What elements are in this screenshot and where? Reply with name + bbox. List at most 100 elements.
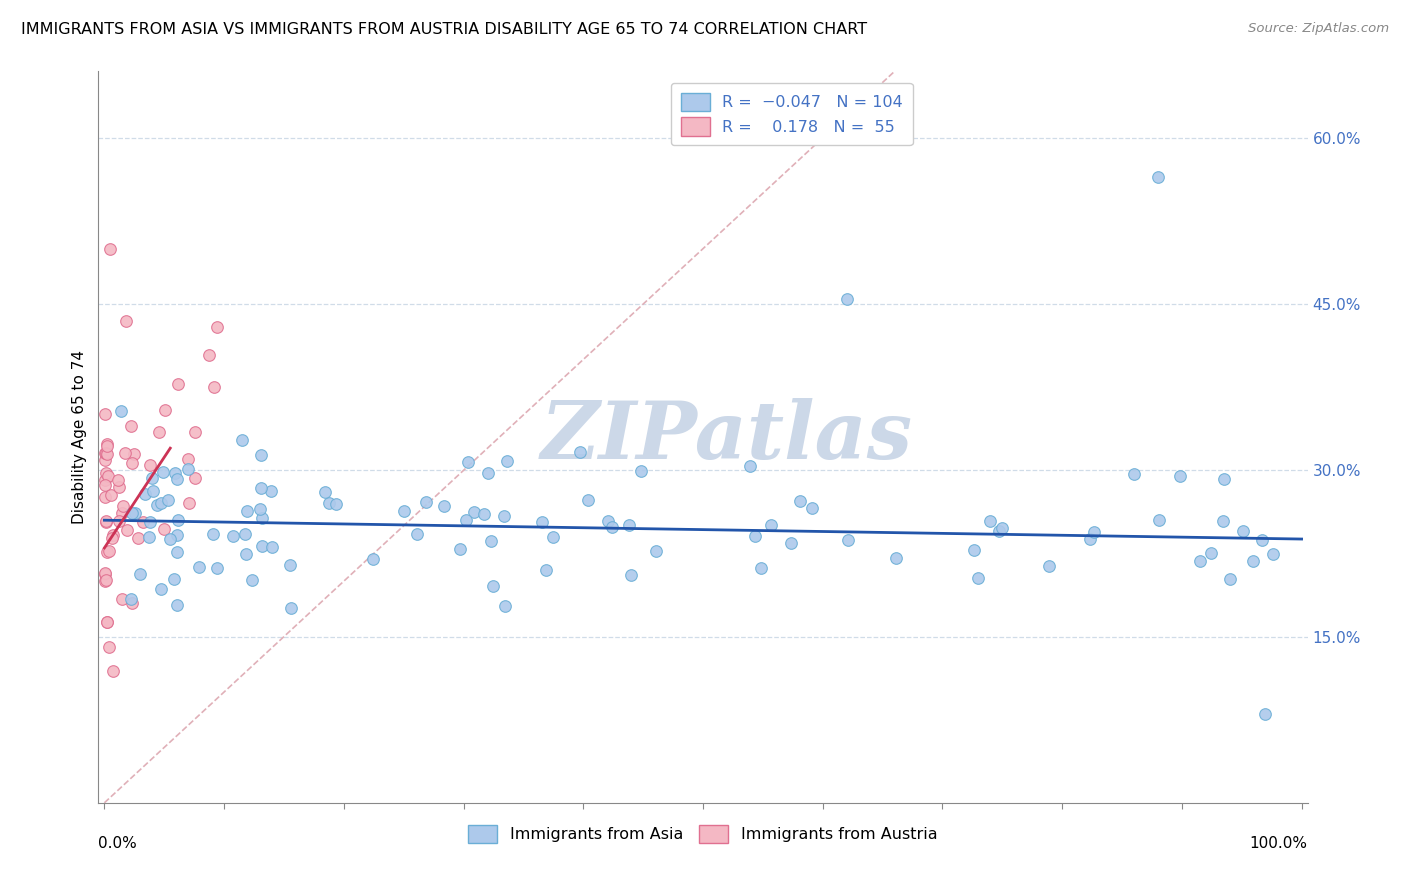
Point (1147, 169, 1170, 184)
Point (205, 561, 228, 575)
Point (94, 446, 117, 460)
Point (325, 497, 347, 511)
Point (122, 447, 145, 461)
Point (202, 526, 225, 541)
Point (166, 377, 188, 392)
Point (262, 540, 284, 554)
Point (530, 515, 553, 529)
Point (100, 488, 122, 502)
Point (121, 596, 143, 610)
Point (176, 462, 198, 476)
Point (235, 504, 257, 518)
Point (94, 477, 117, 491)
Point (457, 455, 479, 469)
Point (789, 494, 811, 508)
Point (184, 425, 207, 439)
Point (115, 314, 138, 328)
Point (884, 551, 907, 566)
Point (260, 484, 283, 499)
Point (148, 425, 170, 440)
Point (620, 567, 643, 582)
Point (96, 545, 118, 559)
Point (111, 591, 134, 606)
Point (202, 380, 225, 394)
Point (449, 541, 471, 556)
Point (110, 404, 132, 418)
Point (979, 514, 1001, 528)
Point (94, 516, 117, 530)
Point (127, 532, 149, 546)
Point (166, 598, 188, 612)
Point (96, 466, 118, 480)
Point (835, 292, 858, 306)
Point (177, 451, 200, 466)
Y-axis label: Disability Age 65 to 74: Disability Age 65 to 74 (72, 350, 87, 524)
Point (967, 571, 990, 585)
Text: IMMIGRANTS FROM ASIA VS IMMIGRANTS FROM AUSTRIA DISABILITY AGE 65 TO 74 CORRELAT: IMMIGRANTS FROM ASIA VS IMMIGRANTS FROM … (21, 22, 868, 37)
Point (1219, 572, 1241, 586)
Point (1232, 524, 1254, 538)
Point (1213, 472, 1236, 486)
Legend: Immigrants from Asia, Immigrants from Austria: Immigrants from Asia, Immigrants from Au… (463, 819, 943, 850)
Point (134, 487, 156, 501)
Point (361, 552, 384, 566)
Point (600, 520, 623, 534)
Text: 0.0%: 0.0% (98, 836, 138, 851)
Point (132, 516, 155, 530)
Point (149, 582, 172, 596)
Point (94, 407, 117, 421)
Point (1188, 553, 1211, 567)
Point (392, 504, 415, 518)
Point (250, 482, 273, 496)
Point (433, 500, 456, 514)
Point (479, 534, 502, 549)
Point (96, 514, 118, 528)
Point (1250, 533, 1272, 547)
Point (179, 496, 201, 510)
Point (96, 615, 118, 630)
Point (1241, 554, 1264, 568)
Point (149, 496, 172, 510)
Point (1199, 545, 1222, 559)
Point (250, 448, 273, 462)
Point (120, 592, 142, 607)
Point (318, 496, 340, 510)
Point (990, 521, 1012, 535)
Text: ZIPatlas: ZIPatlas (541, 399, 914, 475)
Point (250, 510, 273, 524)
Point (159, 533, 181, 547)
Point (163, 572, 186, 586)
Point (94, 566, 117, 580)
Point (96, 615, 118, 629)
Point (1263, 547, 1285, 561)
Point (166, 545, 188, 559)
Point (231, 433, 253, 447)
Point (96, 445, 118, 459)
Point (1038, 559, 1060, 574)
Point (112, 499, 135, 513)
Point (738, 459, 761, 474)
Point (494, 508, 516, 523)
Point (166, 472, 188, 486)
Point (1212, 514, 1234, 528)
Point (142, 483, 165, 498)
Point (749, 561, 772, 575)
Point (543, 530, 565, 544)
Point (114, 446, 136, 460)
Point (780, 535, 803, 549)
Point (121, 456, 143, 470)
Point (415, 495, 437, 509)
Point (101, 528, 124, 542)
Point (107, 473, 129, 487)
Point (129, 567, 152, 582)
Point (988, 524, 1011, 539)
Point (598, 514, 620, 528)
Point (576, 492, 599, 507)
Point (100, 242, 122, 256)
Point (617, 518, 640, 533)
Point (240, 574, 263, 588)
Point (98, 544, 121, 558)
Point (249, 502, 271, 516)
Point (138, 515, 160, 529)
Point (183, 471, 205, 485)
